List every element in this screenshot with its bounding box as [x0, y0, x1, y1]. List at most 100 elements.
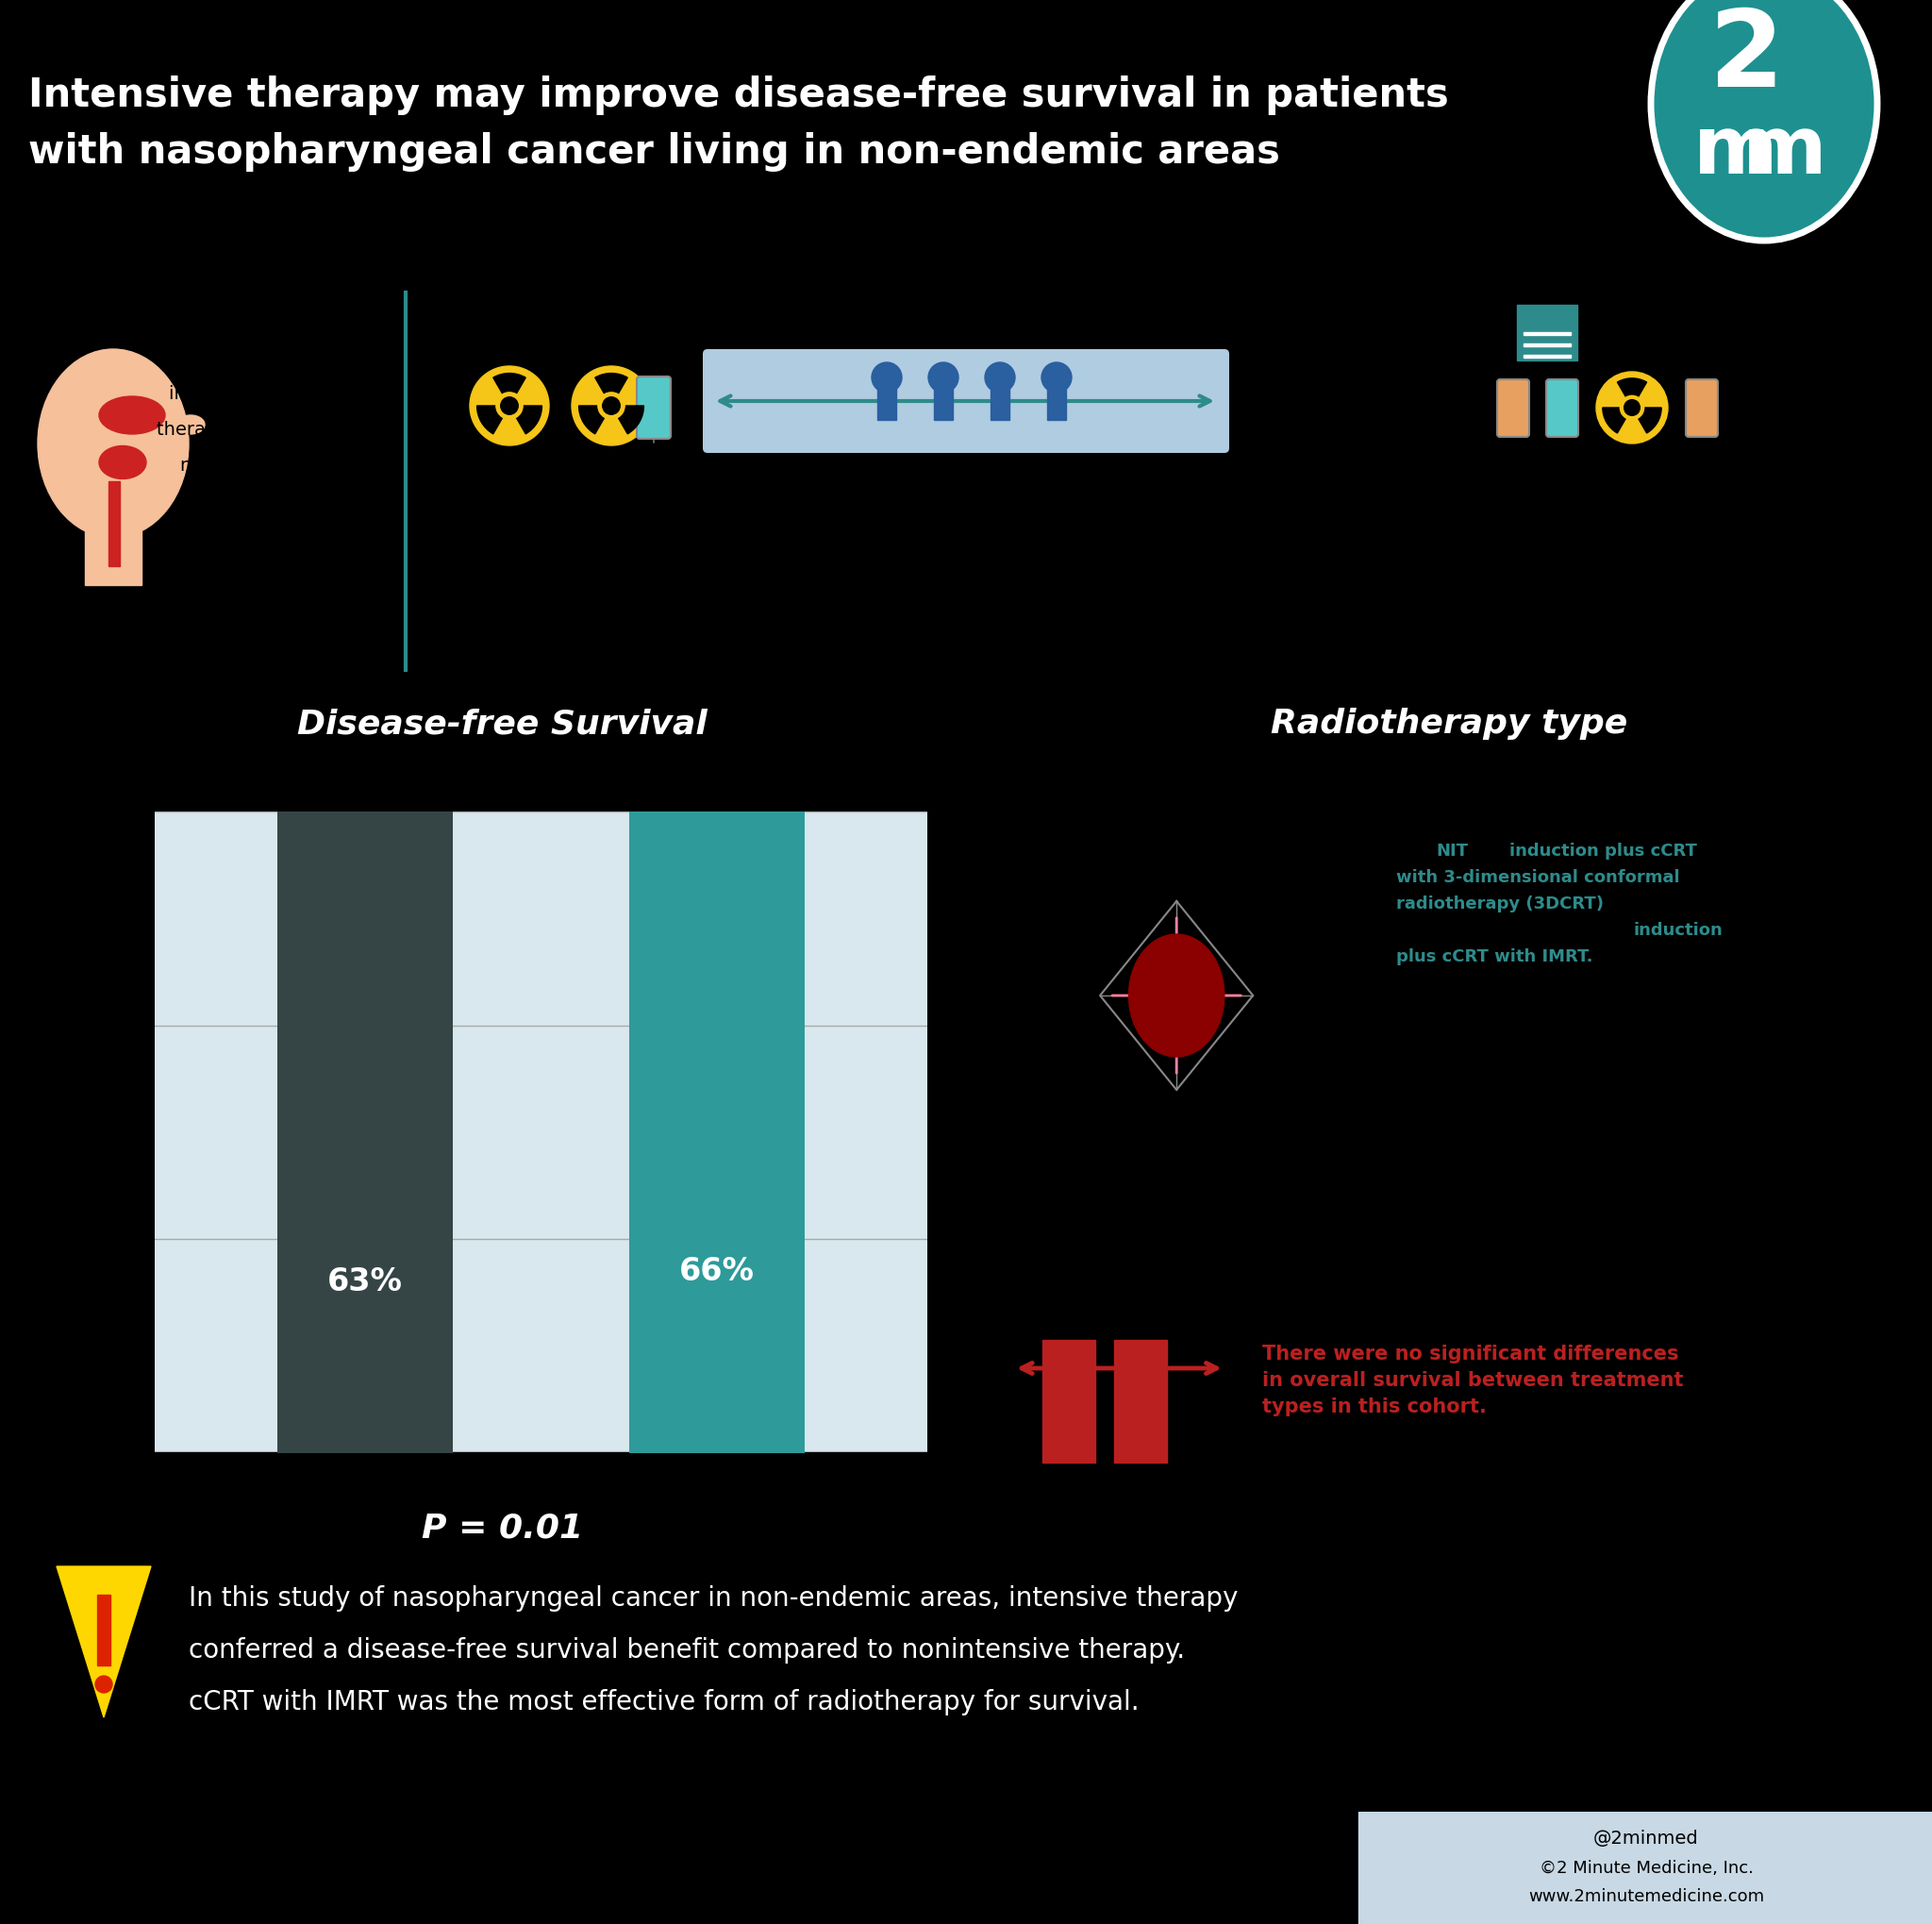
Circle shape: [500, 396, 518, 414]
Text: Radiotherapy only
or with concomitant
chemoradiotherapy (cCRT): Radiotherapy only or with concomitant ch…: [469, 491, 663, 544]
Text: (NPC)?: (NPC)?: [261, 493, 323, 510]
Text: In non-endemic areas, does: In non-endemic areas, does: [164, 348, 419, 367]
Text: Intensive therapy may improve disease-free survival in patients: Intensive therapy may improve disease-fr…: [29, 75, 1449, 115]
Text: n=1230: n=1230: [918, 316, 1014, 339]
Text: Disease-free Survival: Disease-free Survival: [298, 708, 707, 741]
Text: NASOPHARYNGEAL CANCER: NASOPHARYNGEAL CANCER: [129, 312, 456, 331]
Text: European Journal of Cancer.: European Journal of Cancer.: [128, 1862, 363, 1880]
Text: Retrospective Cohort: Retrospective Cohort: [833, 283, 1099, 306]
Text: 2: 2: [1710, 4, 1785, 110]
Y-axis label: 5-year DFS: 5-year DFS: [62, 1060, 83, 1204]
Text: with 3-dimensional conformal: with 3-dimensional conformal: [1397, 870, 1681, 887]
Wedge shape: [516, 406, 541, 435]
Text: were higher in patients treated: were higher in patients treated: [1397, 816, 1662, 833]
Bar: [1115, 1339, 1167, 1462]
Text: ©2 Minute Medicine, Inc.: ©2 Minute Medicine, Inc.: [1540, 1861, 1752, 1876]
Text: Patients with NPC living in
non-endemic areas
(crude incidence rate ≤2/100,000
i: Patients with NPC living in non-endemic …: [844, 468, 1088, 541]
Text: Bossi et al.: Bossi et al.: [19, 1862, 118, 1880]
Text: compared: compared: [1702, 895, 1793, 912]
Ellipse shape: [1128, 935, 1225, 1056]
Text: Non-intensive therapy (NIT): Non-intensive therapy (NIT): [421, 296, 711, 316]
Text: radiotherapy (3DCRT): radiotherapy (3DCRT): [1397, 895, 1604, 912]
Bar: [1043, 1339, 1095, 1462]
Text: 63%: 63%: [328, 1266, 404, 1297]
Text: vs.: vs.: [1005, 1151, 1032, 1168]
Text: Radiotherapy type: Radiotherapy type: [1271, 708, 1627, 741]
Text: p=0.01: p=0.01: [1310, 1124, 1374, 1139]
Text: to patients treated with: to patients treated with: [1397, 922, 1604, 939]
Bar: [1358, 1812, 1932, 1924]
Text: 66%: 66%: [678, 1256, 753, 1287]
Text: p=0.01: p=0.01: [1186, 1151, 1250, 1168]
Wedge shape: [580, 406, 605, 435]
Text: In this study of nasopharyngeal cancer in non-endemic areas, intensive therapy: In this study of nasopharyngeal cancer i…: [189, 1585, 1238, 1612]
Text: ): ): [1378, 1124, 1383, 1139]
Text: December 2021: December 2021: [334, 1862, 477, 1880]
Bar: [1524, 344, 1571, 346]
Text: +: +: [1526, 394, 1549, 421]
Text: +: +: [1665, 394, 1689, 421]
Text: m: m: [1743, 112, 1828, 190]
Polygon shape: [56, 1566, 151, 1718]
Text: m: m: [1694, 112, 1777, 190]
Circle shape: [572, 366, 651, 444]
Wedge shape: [1604, 408, 1625, 433]
Bar: [991, 387, 1009, 419]
Text: P = 0.01: P = 0.01: [421, 1512, 583, 1545]
FancyBboxPatch shape: [638, 377, 670, 439]
Bar: [933, 387, 952, 419]
Text: (HR 1.7,: (HR 1.7,: [1217, 1124, 1291, 1139]
FancyBboxPatch shape: [1497, 379, 1530, 437]
Bar: [1524, 354, 1571, 358]
Text: NIT: NIT: [1437, 843, 1468, 860]
Circle shape: [1041, 362, 1072, 392]
Text: ™: ™: [1843, 0, 1864, 12]
Text: induction: induction: [1634, 922, 1723, 939]
FancyBboxPatch shape: [703, 348, 1229, 452]
Text: Intensity modulated
radiotherapy (IMRT): Intensity modulated radiotherapy (IMRT): [1092, 783, 1262, 822]
Text: NIT: NIT: [1036, 1151, 1061, 1168]
Text: cCRT with IMRT was the most effective form of radiotherapy for survival.: cCRT with IMRT was the most effective fo…: [189, 1689, 1140, 1716]
Text: Intensive therapy (IT): Intensive therapy (IT): [1567, 296, 1793, 316]
Wedge shape: [477, 406, 502, 435]
Bar: [877, 387, 896, 419]
Ellipse shape: [99, 396, 164, 435]
Wedge shape: [595, 373, 628, 392]
Circle shape: [1625, 400, 1640, 416]
Bar: [85, 510, 141, 585]
Wedge shape: [1617, 379, 1646, 396]
FancyBboxPatch shape: [1517, 304, 1577, 360]
Text: 2004-2017: 2004-2017: [1604, 312, 1714, 329]
Text: @2minmed: @2minmed: [1594, 1830, 1698, 1847]
Text: 3DCRT: 3DCRT: [1155, 1124, 1213, 1139]
Circle shape: [985, 362, 1014, 392]
Ellipse shape: [99, 446, 147, 479]
Text: cCRT preceded by and/or
followed up with
chemotherapy: cCRT preceded by and/or followed up with…: [1588, 491, 1770, 544]
Text: (HR 1.49,: (HR 1.49,: [1072, 1151, 1155, 1168]
Circle shape: [603, 396, 620, 414]
FancyBboxPatch shape: [1687, 379, 1718, 437]
Circle shape: [871, 362, 902, 392]
Bar: [628, 42, 804, 1453]
Circle shape: [95, 1676, 112, 1693]
Bar: [108, 481, 120, 566]
Wedge shape: [493, 373, 526, 392]
Bar: [97, 1595, 110, 1666]
Text: www.2minutemedicine.com: www.2minutemedicine.com: [1528, 1887, 1764, 1905]
Ellipse shape: [176, 416, 205, 435]
Text: plus cCRT with IMRT.: plus cCRT with IMRT.: [1397, 949, 1594, 966]
Ellipse shape: [39, 348, 189, 539]
Text: ): ): [1254, 1151, 1260, 1168]
Circle shape: [927, 362, 958, 392]
Text: with: with: [1397, 843, 1437, 860]
Text: Mortality and recurrence rates: Mortality and recurrence rates: [1397, 783, 1716, 800]
Bar: [1524, 333, 1571, 335]
Wedge shape: [618, 406, 643, 435]
Bar: [278, 106, 454, 1453]
Text: therapy change outcomes for: therapy change outcomes for: [156, 421, 429, 439]
Circle shape: [469, 366, 549, 444]
Text: conferred a disease-free survival benefit compared to nonintensive therapy.: conferred a disease-free survival benefi…: [189, 1637, 1184, 1664]
Text: with nasopharyngeal cancer living in non-endemic areas: with nasopharyngeal cancer living in non…: [29, 133, 1281, 171]
Text: intensive vs. non-intensive: intensive vs. non-intensive: [170, 385, 415, 402]
Text: vs. cCRT with: vs. cCRT with: [1005, 1124, 1115, 1139]
